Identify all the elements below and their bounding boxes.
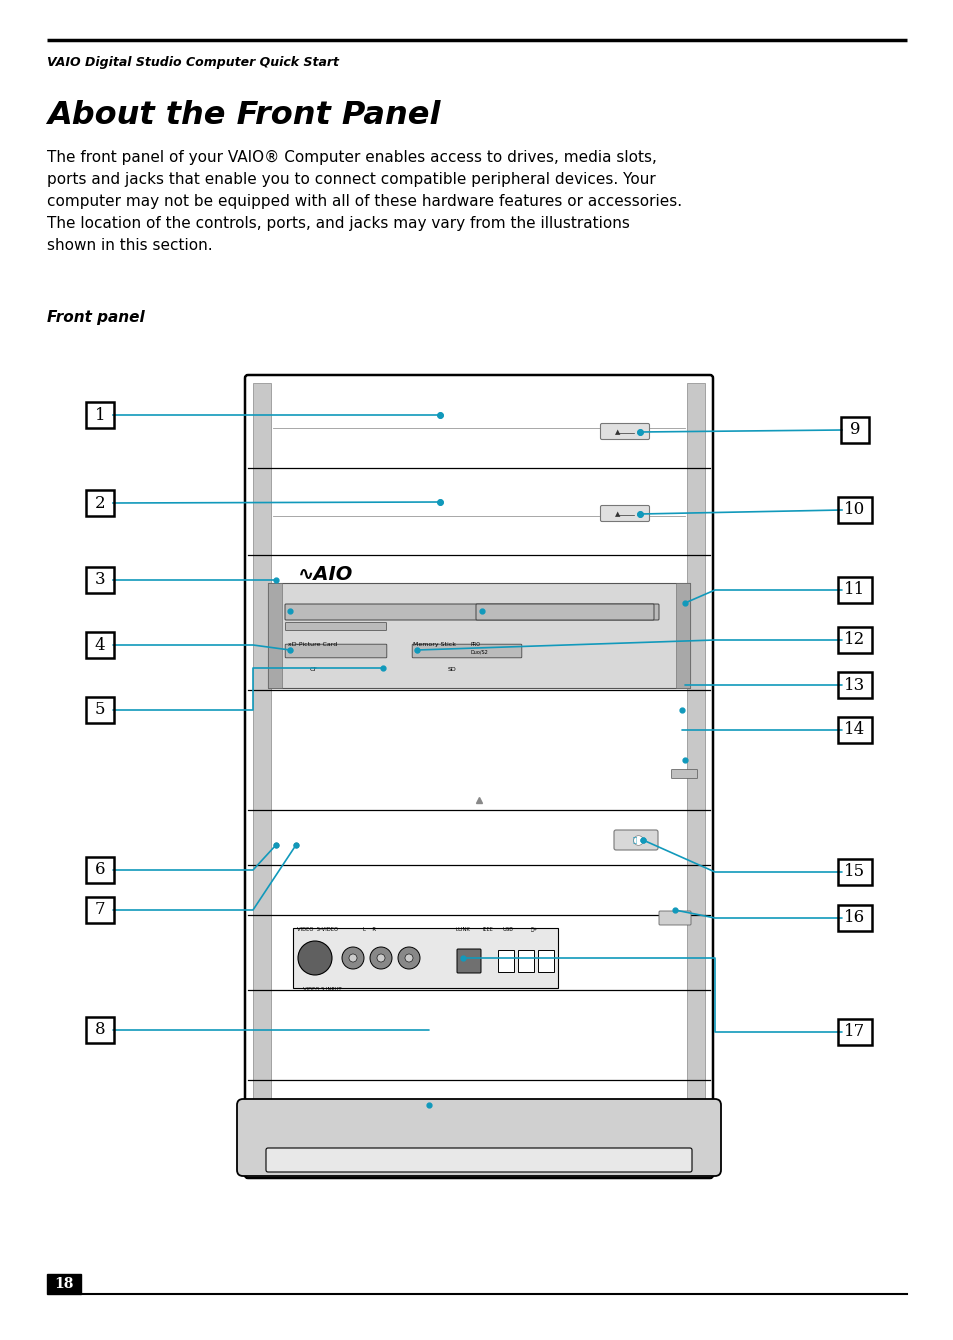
Text: 2: 2 <box>94 494 105 512</box>
Text: CF: CF <box>310 667 317 671</box>
FancyBboxPatch shape <box>599 505 649 521</box>
Bar <box>517 950 534 972</box>
FancyBboxPatch shape <box>599 423 649 440</box>
Bar <box>86 896 113 923</box>
Text: About the Front Panel: About the Front Panel <box>47 100 440 131</box>
Bar <box>86 697 113 724</box>
Text: VAIO Digital Studio Computer Quick Start: VAIO Digital Studio Computer Quick Start <box>47 56 338 68</box>
Bar <box>47 1274 81 1294</box>
Text: USB: USB <box>502 927 514 933</box>
Text: ⏻: ⏻ <box>633 836 637 843</box>
FancyBboxPatch shape <box>476 604 654 620</box>
Text: 17: 17 <box>843 1024 864 1040</box>
Bar <box>837 497 871 523</box>
Text: computer may not be equipped with all of these hardware features or accessories.: computer may not be equipped with all of… <box>47 194 681 209</box>
Text: 13: 13 <box>843 677 864 694</box>
Bar <box>86 567 113 594</box>
Bar <box>837 627 871 653</box>
Text: Memory Stick: Memory Stick <box>413 642 456 647</box>
Bar <box>86 490 113 516</box>
Circle shape <box>370 947 392 969</box>
Text: 12: 12 <box>843 631 864 649</box>
Text: PRO: PRO <box>471 642 480 647</box>
Text: IEEE: IEEE <box>482 927 494 933</box>
Circle shape <box>397 947 419 969</box>
Text: ⭐+: ⭐+ <box>531 927 537 933</box>
Bar <box>837 859 871 884</box>
Text: xD-Picture Card: xD-Picture Card <box>288 642 337 647</box>
Circle shape <box>341 947 364 969</box>
Circle shape <box>349 954 356 962</box>
Text: The front panel of your VAIO® Computer enables access to drives, media slots,: The front panel of your VAIO® Computer e… <box>47 150 657 165</box>
Text: 8: 8 <box>94 1021 105 1038</box>
Text: ▲: ▲ <box>615 429 620 436</box>
FancyBboxPatch shape <box>285 645 386 658</box>
FancyBboxPatch shape <box>671 769 697 779</box>
FancyBboxPatch shape <box>456 949 480 973</box>
Text: 18: 18 <box>54 1277 73 1290</box>
Text: VIDEO  S-VIDEO: VIDEO S-VIDEO <box>296 927 337 933</box>
FancyBboxPatch shape <box>285 604 659 620</box>
FancyBboxPatch shape <box>245 375 712 1178</box>
Bar <box>86 858 113 883</box>
Bar <box>86 632 113 658</box>
Bar <box>497 950 514 972</box>
Text: Duo/S2: Duo/S2 <box>471 649 488 654</box>
Text: L    R: L R <box>363 927 375 933</box>
Text: 4: 4 <box>94 636 105 654</box>
FancyBboxPatch shape <box>659 911 690 925</box>
Bar <box>253 383 271 1170</box>
Text: 6: 6 <box>94 862 105 879</box>
Text: ports and jacks that enable you to connect compatible peripheral devices. Your: ports and jacks that enable you to conne… <box>47 172 655 188</box>
Text: 14: 14 <box>843 721 864 738</box>
Text: Front panel: Front panel <box>47 310 145 326</box>
Bar <box>537 950 554 972</box>
Bar <box>837 905 871 931</box>
Text: 15: 15 <box>843 863 864 880</box>
Text: The location of the controls, ports, and jacks may vary from the illustrations: The location of the controls, ports, and… <box>47 216 629 230</box>
Bar <box>86 402 113 427</box>
Bar <box>268 583 282 687</box>
Bar <box>837 671 871 698</box>
Text: 10: 10 <box>843 501 864 519</box>
FancyBboxPatch shape <box>266 1148 691 1172</box>
Text: ▲: ▲ <box>615 511 620 517</box>
Circle shape <box>376 954 385 962</box>
Text: 9: 9 <box>849 422 860 438</box>
Text: 11: 11 <box>843 582 864 599</box>
Text: 3: 3 <box>94 571 105 588</box>
Text: ∿AIO: ∿AIO <box>297 564 353 583</box>
Text: 16: 16 <box>843 910 864 926</box>
Text: SD: SD <box>448 667 456 671</box>
Bar <box>686 383 704 1170</box>
Circle shape <box>297 941 332 976</box>
Bar <box>293 929 558 988</box>
Bar <box>837 1018 871 1045</box>
Bar <box>837 578 871 603</box>
Bar <box>268 583 689 687</box>
Bar <box>841 417 868 444</box>
Bar <box>86 1017 113 1043</box>
FancyBboxPatch shape <box>412 645 521 658</box>
FancyBboxPatch shape <box>285 623 386 631</box>
FancyBboxPatch shape <box>236 1099 720 1177</box>
Text: shown in this section.: shown in this section. <box>47 239 213 253</box>
Bar <box>676 583 689 687</box>
Text: 7: 7 <box>94 902 105 918</box>
Text: VIDEO S INPUT: VIDEO S INPUT <box>303 988 341 992</box>
Text: 1: 1 <box>94 406 105 423</box>
FancyBboxPatch shape <box>614 829 658 850</box>
Text: 5: 5 <box>94 702 105 718</box>
Text: i.LINK: i.LINK <box>456 927 470 933</box>
Circle shape <box>405 954 413 962</box>
Bar <box>837 717 871 742</box>
